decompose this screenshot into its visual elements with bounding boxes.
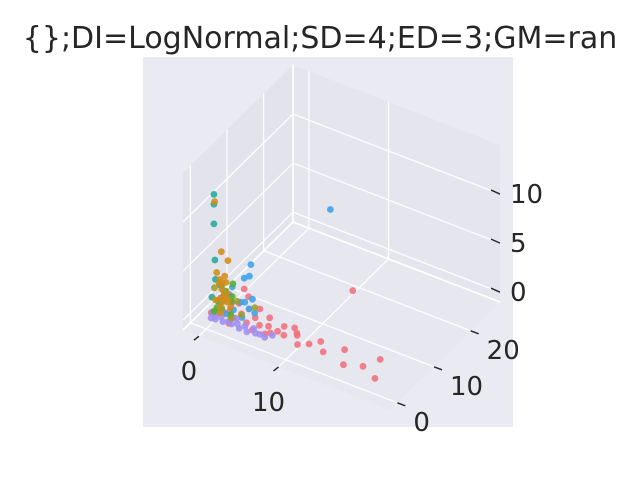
data-point-series-6 — [233, 297, 241, 305]
data-point-series-0 — [265, 322, 272, 330]
data-point-series-0 — [291, 324, 299, 332]
y-tick-label: 10 — [450, 372, 483, 402]
data-point-series-0 — [293, 332, 301, 339]
data-point-series-3 — [210, 307, 218, 315]
y-tick-mark — [433, 366, 443, 371]
data-point-series-2 — [241, 322, 249, 330]
data-point-series-2 — [233, 315, 240, 322]
tick-marks — [193, 189, 501, 407]
data-point-series-0 — [280, 323, 288, 330]
data-point-series-5 — [215, 280, 223, 288]
grid-lines — [182, 71, 501, 404]
z-tick-label: 5 — [510, 229, 527, 259]
data-point-series-4 — [210, 220, 218, 228]
z-tick-mark — [490, 238, 501, 244]
data-point-series-1 — [247, 261, 255, 268]
data-point-series-5 — [217, 248, 225, 256]
grid-line-z-left — [182, 162, 294, 272]
data-point-series-0 — [341, 346, 348, 354]
data-point-series-0 — [305, 340, 313, 348]
data-point-series-6 — [227, 315, 235, 322]
chart-title: {};DI=LogNormal;SD=4;ED=3;GM=ran — [23, 21, 617, 56]
z-tick-label: 10 — [510, 180, 543, 210]
data-point-series-2 — [243, 328, 251, 336]
pane-left — [183, 65, 293, 330]
grid-line-z-back — [292, 211, 501, 293]
data-point-series-0 — [274, 327, 281, 335]
y-tick-mark — [470, 330, 479, 335]
pane-floor — [183, 222, 500, 410]
x-tick-mark — [193, 335, 200, 341]
pane-back — [293, 65, 500, 302]
x-tick-label: 10 — [252, 388, 285, 418]
data-point-series-6 — [218, 305, 226, 312]
data-point-series-2 — [256, 331, 264, 338]
data-point-series-4 — [210, 191, 218, 198]
grid-line-z-back — [292, 162, 501, 244]
grid-line-z-back — [292, 113, 501, 195]
data-point-series-6 — [222, 287, 230, 295]
data-point-series-6 — [238, 311, 245, 319]
data-point-series-0 — [294, 341, 301, 348]
z-tick-mark — [490, 287, 501, 293]
data-point-series-2 — [269, 331, 276, 339]
grid-line-y-floor — [226, 286, 435, 368]
data-point-series-6 — [251, 304, 259, 311]
data-points — [207, 191, 384, 382]
data-point-series-0 — [349, 287, 357, 295]
z-tick-mark — [490, 189, 501, 195]
data-point-series-1 — [245, 305, 253, 313]
data-point-series-5 — [212, 296, 219, 304]
panes — [183, 65, 500, 410]
data-point-series-0 — [256, 321, 263, 329]
data-point-series-5 — [221, 272, 229, 280]
y-tick-label: 20 — [487, 336, 520, 366]
y-tick-label: 0 — [413, 408, 430, 438]
data-point-series-5 — [213, 269, 221, 276]
data-point-series-1 — [240, 274, 248, 282]
grid-line-y-floor — [263, 250, 471, 332]
data-point-series-1 — [246, 272, 253, 280]
grid-line-x-floor — [278, 258, 389, 368]
data-point-series-0 — [376, 356, 384, 363]
pane-edge-left-floor — [182, 221, 294, 331]
z-tick-label: 0 — [510, 278, 527, 308]
data-point-series-2 — [234, 320, 241, 328]
data-point-series-5 — [219, 298, 227, 306]
data-point-series-6 — [211, 284, 218, 292]
data-point-series-1 — [327, 206, 334, 213]
data-point-series-0 — [359, 362, 367, 370]
pane-edge-back-floor — [292, 221, 501, 303]
data-point-series-0 — [371, 375, 379, 382]
data-point-series-2 — [261, 333, 269, 341]
data-point-series-0 — [280, 331, 288, 339]
pane-edges — [182, 65, 501, 331]
grid-line-z-left — [182, 113, 294, 223]
data-point-series-3 — [229, 280, 237, 288]
data-point-series-0 — [317, 338, 325, 345]
data-point-series-4 — [211, 256, 219, 264]
x-tick-mark — [273, 366, 279, 372]
data-point-series-1 — [251, 309, 259, 317]
data-point-series-2 — [250, 325, 258, 332]
data-point-series-5 — [224, 257, 232, 264]
x-tick-label: 0 — [181, 357, 198, 387]
data-point-series-5 — [222, 279, 230, 286]
y-tick-mark — [397, 402, 406, 407]
grid-line-z-left — [182, 211, 294, 321]
data-point-series-0 — [240, 285, 248, 293]
grid-line-y-floor — [190, 322, 398, 404]
data-point-series-1 — [249, 295, 256, 303]
data-point-series-0 — [266, 314, 274, 322]
data-point-series-0 — [319, 348, 327, 356]
data-point-series-5 — [227, 303, 235, 311]
data-point-series-0 — [340, 361, 347, 369]
data-point-series-5 — [211, 198, 219, 206]
